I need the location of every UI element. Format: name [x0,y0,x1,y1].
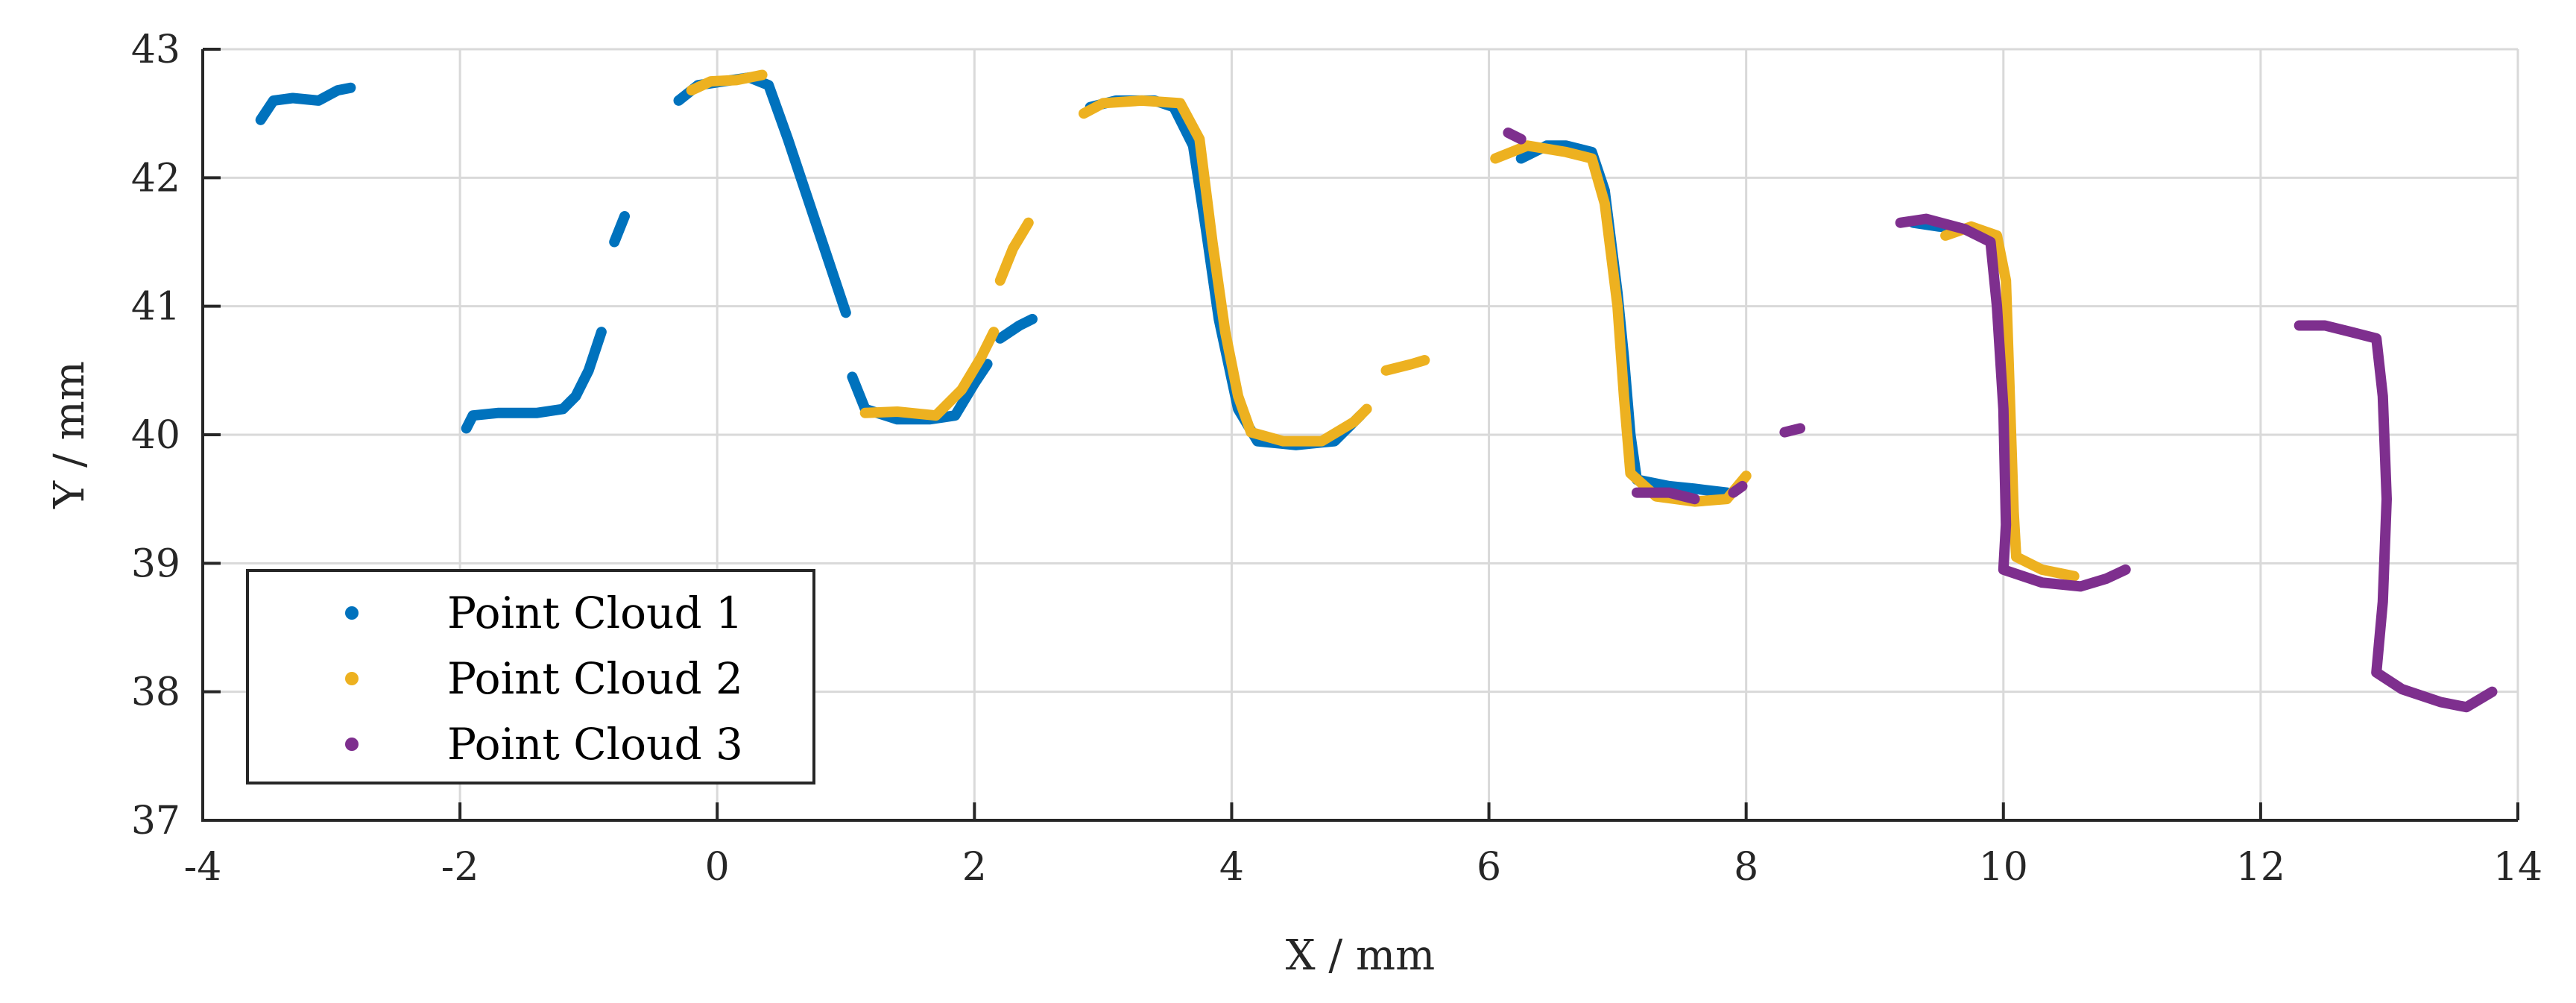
ticks: -4 -2 0 2 4 6 8 10 12 14 37 38 39 40 41 42 43 [131,28,2542,890]
x-tick-label: 8 [1734,845,1758,890]
x-tick-label: -4 [184,845,222,890]
series-3 [1503,128,2498,713]
legend-label: Point Cloud 2 [447,653,743,704]
x-tick-label: 2 [962,845,987,890]
y-tick-label: 38 [131,670,180,715]
x-tick-label: 4 [1219,845,1244,890]
point-cloud-segment [994,313,1038,344]
y-axis-label: Y / mm [45,361,94,509]
legend-marker [345,738,359,751]
point-cloud-segment [686,69,768,96]
point-cloud-segment [1503,128,1527,145]
point-cloud-segment [2294,320,2498,713]
point-cloud-segment [1632,487,1700,505]
x-tick-label: 6 [1477,845,1501,890]
point-cloud-segment [1728,480,1748,498]
data-layer [255,69,2498,713]
point-cloud-segment [1895,213,2131,592]
legend-label: Point Cloud 1 [447,588,743,638]
legend-label: Point Cloud 3 [447,719,743,770]
x-tick-label: 14 [2493,845,2542,890]
legend-marker [345,672,359,685]
legend: Point Cloud 1 Point Cloud 2 Point Cloud 3 [246,569,815,785]
legend-box [246,569,815,785]
point-cloud-segment [673,72,851,318]
legend-marker [345,606,359,620]
point-cloud-segment [1940,221,2080,582]
y-tick-label: 42 [131,156,180,201]
series-2 [686,69,2080,582]
point-cloud-segment [609,211,630,248]
x-tick-label: 0 [705,845,730,890]
x-axis-label: X / mm [1286,931,1436,980]
point-cloud-segment [1079,95,1372,447]
x-tick-label: 10 [1979,845,2028,890]
point-cloud-segment [461,327,607,434]
point-cloud-segment [1490,140,1752,507]
y-tick-label: 37 [131,799,180,843]
x-tick-label: 12 [2236,845,2285,890]
point-cloud-segment [1380,355,1430,376]
x-tick-label: -2 [441,845,479,890]
y-tick-label: 41 [131,285,180,330]
point-cloud-segment [255,82,356,125]
point-cloud-segment [994,217,1034,286]
y-tick-label: 40 [131,413,180,458]
point-cloud-segment [1085,95,1366,450]
y-tick-label: 43 [131,28,180,72]
y-tick-label: 39 [131,541,180,586]
point-cloud-segment [859,327,1000,421]
series-1 [255,72,1996,498]
point-cloud-segment [1779,423,1806,438]
